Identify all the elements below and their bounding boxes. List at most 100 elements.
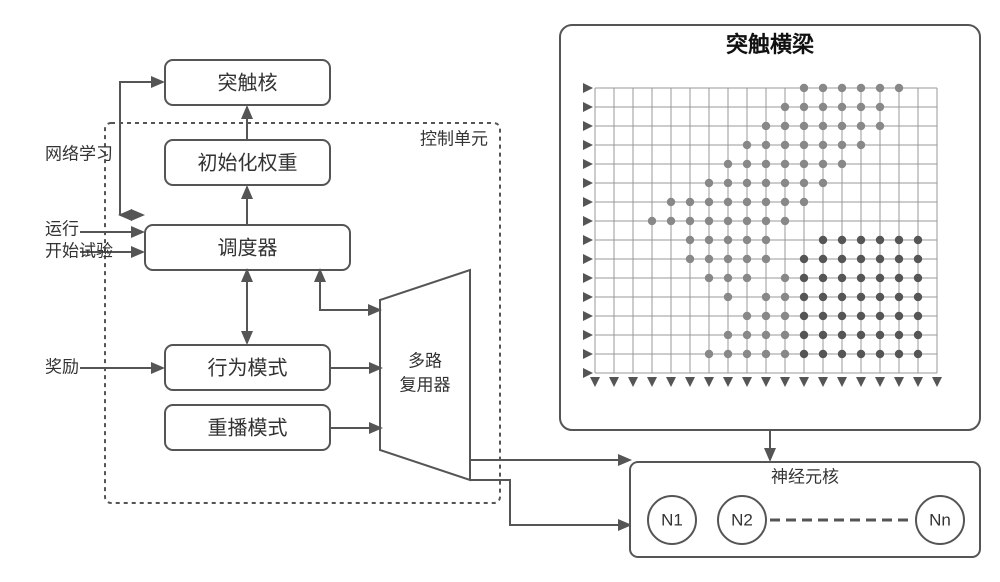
synapse-dot: [724, 160, 732, 168]
synapse-dot: [838, 350, 846, 358]
synapse-dot: [724, 293, 732, 301]
synapse-dot: [838, 331, 846, 339]
synapse-dot: [762, 217, 770, 225]
synapse-dot: [762, 255, 770, 263]
row-input-icon: [583, 121, 593, 131]
synapse-dot: [781, 217, 789, 225]
crossbar-frame: [560, 25, 980, 430]
row-input-icon: [583, 178, 593, 188]
synapse-dot: [838, 122, 846, 130]
synapse-dot: [857, 255, 865, 263]
col-output-icon: [590, 377, 600, 387]
col-output-icon: [856, 377, 866, 387]
synapse-dot: [724, 236, 732, 244]
synapse-dot: [724, 179, 732, 187]
synapse-dot: [800, 122, 808, 130]
synapse-dot: [648, 217, 656, 225]
col-output-icon: [723, 377, 733, 387]
row-input-icon: [583, 330, 593, 340]
neuron-core-title: 神经元核: [771, 467, 839, 486]
row-input-icon: [583, 349, 593, 359]
row-input-icon: [583, 197, 593, 207]
label-text: 运行: [45, 219, 79, 238]
synapse-dot: [743, 331, 751, 339]
synapse-dot: [667, 198, 675, 206]
col-output-icon: [647, 377, 657, 387]
synapse-dot: [876, 331, 884, 339]
synapse-dot: [762, 312, 770, 320]
arrow-netlearn-up: [120, 82, 163, 215]
synapse-dot: [819, 236, 827, 244]
synapse-dot: [819, 293, 827, 301]
synapse-dot: [838, 274, 846, 282]
synapse-dot: [705, 198, 713, 206]
label-text: 行为模式: [208, 356, 288, 379]
synapse-dot: [800, 331, 808, 339]
col-output-icon: [818, 377, 828, 387]
synapse-dot: [705, 179, 713, 187]
label-text: N1: [661, 510, 683, 529]
synapse-dot: [857, 141, 865, 149]
synapse-dot: [800, 274, 808, 282]
synapse-dot: [857, 103, 865, 111]
synapse-dot: [895, 255, 903, 263]
synapse-dot: [800, 255, 808, 263]
arrow-sched-mux: [320, 270, 380, 310]
synapse-dot: [762, 350, 770, 358]
synapse-dot: [857, 84, 865, 92]
synapse-dot: [781, 198, 789, 206]
synapse-dot: [781, 160, 789, 168]
synapse-dot: [914, 331, 922, 339]
synapse-dot: [914, 312, 922, 320]
col-output-icon: [761, 377, 771, 387]
col-output-icon: [799, 377, 809, 387]
crossbar-title: 突触横梁: [726, 32, 814, 57]
synapse-dot: [743, 350, 751, 358]
synapse-dot: [838, 293, 846, 301]
synapse-dot: [838, 160, 846, 168]
synapse-dot: [800, 350, 808, 358]
synapse-dot: [914, 274, 922, 282]
synapse-dot: [705, 350, 713, 358]
synapse-dot: [781, 312, 789, 320]
col-output-icon: [875, 377, 885, 387]
synapse-dot: [762, 160, 770, 168]
col-output-icon: [913, 377, 923, 387]
synapse-dot: [724, 255, 732, 263]
synapse-dot: [781, 293, 789, 301]
label-text: 初始化权重: [198, 151, 298, 174]
synapse-dot: [819, 255, 827, 263]
synapse-dot: [800, 293, 808, 301]
row-input-icon: [583, 235, 593, 245]
synapse-dot: [838, 312, 846, 320]
synapse-dot: [895, 350, 903, 358]
synapse-dot: [724, 217, 732, 225]
synapse-dot: [800, 103, 808, 111]
synapse-dot: [914, 293, 922, 301]
synapse-dot: [762, 331, 770, 339]
synapse-dot: [876, 350, 884, 358]
col-output-icon: [837, 377, 847, 387]
synapse-dot: [800, 84, 808, 92]
synapse-dot: [857, 350, 865, 358]
synapse-dot: [819, 122, 827, 130]
row-input-icon: [583, 140, 593, 150]
synapse-dot: [876, 274, 884, 282]
synapse-dot: [838, 141, 846, 149]
synapse-dot: [895, 312, 903, 320]
synapse-dot: [800, 198, 808, 206]
row-input-icon: [583, 292, 593, 302]
synapse-dot: [743, 255, 751, 263]
synapse-dot: [819, 179, 827, 187]
synapse-dot: [743, 141, 751, 149]
label-text: Nn: [929, 510, 951, 529]
label-text: 控制单元: [420, 129, 488, 148]
synapse-dot: [800, 312, 808, 320]
row-input-icon: [583, 216, 593, 226]
col-output-icon: [780, 377, 790, 387]
synapse-dot: [743, 198, 751, 206]
synapse-dot: [762, 122, 770, 130]
synapse-dot: [819, 331, 827, 339]
label-text: 复用器: [400, 375, 451, 394]
synapse-dot: [895, 236, 903, 244]
